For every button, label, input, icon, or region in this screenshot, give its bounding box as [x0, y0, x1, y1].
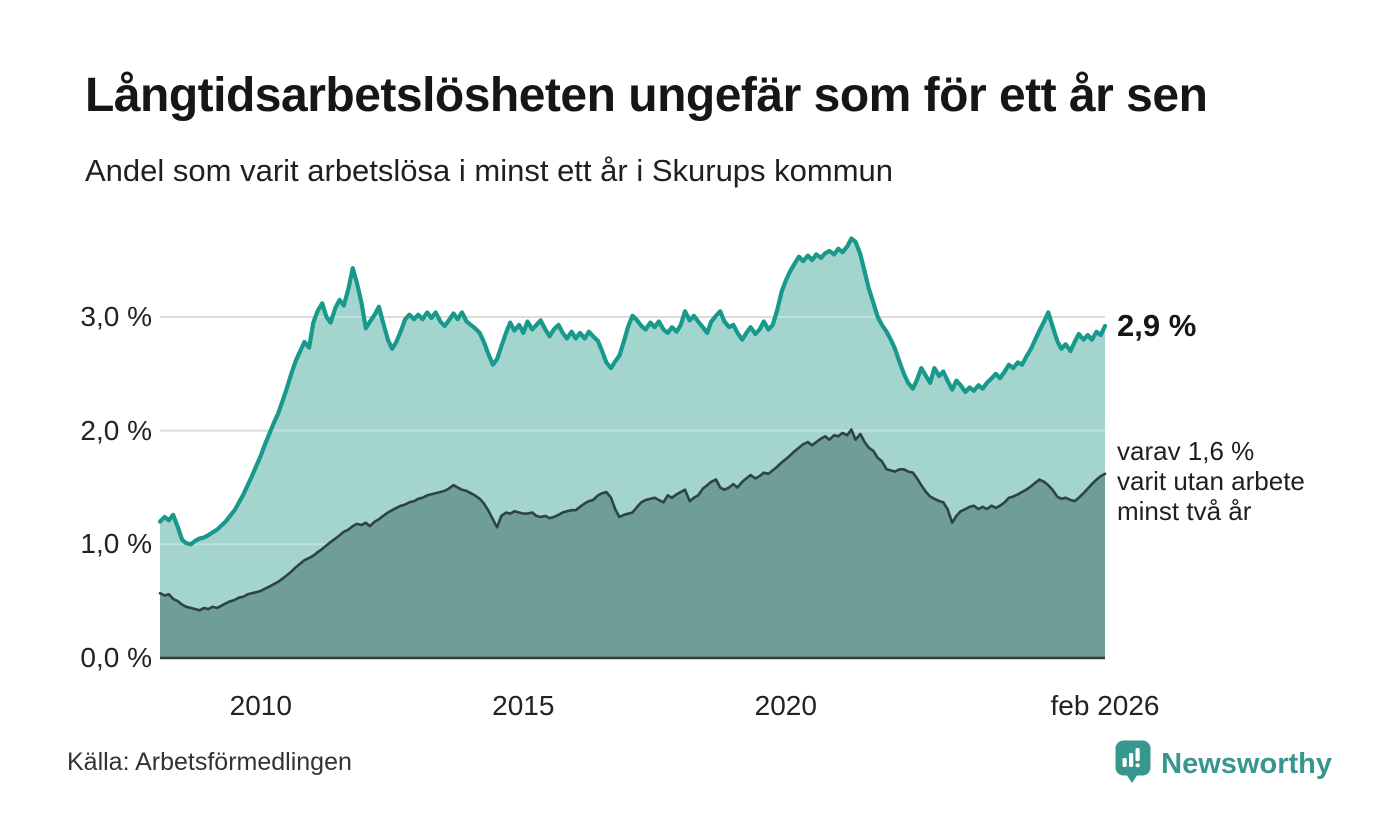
y-axis-label-1: 1,0 % — [80, 528, 152, 560]
page-title: Långtidsarbetslösheten ungefär som för e… — [85, 69, 1208, 122]
source-credit: Källa: Arbetsförmedlingen — [67, 748, 352, 776]
secondary-annotation-line-2: varit utan arbete — [1117, 466, 1305, 496]
y-axis-label-3: 3,0 % — [80, 300, 152, 332]
brand-name: Newsworthy — [1161, 748, 1332, 780]
brand-logo: Newsworthy — [1115, 740, 1332, 789]
chart-subtitle: Andel som varit arbetslösa i minst ett å… — [85, 153, 894, 188]
secondary-annotation: varav 1,6 % varit utan arbete minst två … — [1117, 436, 1305, 526]
secondary-annotation-line-3: minst två år — [1117, 496, 1252, 526]
x-axis-label-2015: 2015 — [492, 690, 555, 721]
y-axis-label-0: 0,0 % — [80, 642, 152, 673]
y-axis-label-2: 2,0 % — [80, 414, 152, 446]
x-axis-label-2020: 2020 — [754, 690, 817, 721]
newsworthy-speech-bubble-chart-icon — [1115, 740, 1151, 789]
x-axis-label-2010: 2010 — [229, 690, 292, 721]
x-axis-label-feb-2026: feb 2026 — [1050, 690, 1160, 721]
latest-value-annotation: 2,9 % — [1117, 308, 1197, 343]
secondary-annotation-line-1: varav 1,6 % — [1117, 436, 1255, 466]
